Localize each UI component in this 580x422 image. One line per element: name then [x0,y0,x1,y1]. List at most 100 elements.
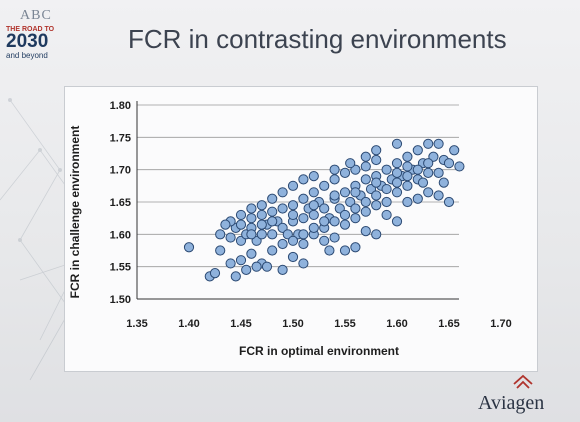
data-point [215,245,226,256]
data-point [350,242,361,253]
data-point [235,255,247,266]
y-axis-title: FCR in challenge environment [68,126,82,299]
data-point [308,200,319,211]
conference-logo: ABC THE ROAD TO 2030 and beyond [6,8,86,80]
data-point [235,209,247,221]
data-point [423,158,434,169]
y-tick-label: 1.65 [110,197,131,209]
data-point [246,229,257,240]
data-point [371,190,382,201]
data-point [433,167,444,179]
data-point [287,251,299,263]
data-point [339,219,351,230]
data-point [267,193,278,204]
data-point [423,187,434,198]
data-point [267,229,278,240]
brand-chevron-icon [513,374,533,389]
data-point [412,193,423,204]
data-point [277,187,288,198]
x-tick-label: 1.65 [438,318,459,330]
data-point [183,242,195,253]
x-tick-label: 1.60 [386,318,407,330]
data-point [443,158,455,169]
data-point [391,158,403,169]
data-point [277,264,288,275]
data-point [391,167,403,179]
data-point [339,209,351,221]
data-point [443,196,455,208]
data-point [371,145,382,156]
data-point [360,196,371,208]
y-tick-label: 1.75 [110,132,131,144]
data-point [246,203,257,214]
data-point [449,145,460,156]
data-point [287,200,299,211]
data-point [412,164,423,175]
data-point [350,213,361,224]
data-point [319,180,330,191]
data-point [371,177,382,188]
data-point [267,245,278,256]
data-point [360,151,371,162]
data-point [298,238,309,250]
y-tick-label: 1.50 [110,294,131,306]
data-point [329,232,340,243]
data-point [360,161,371,172]
data-point [454,161,465,172]
x-tick-label: 1.50 [282,318,303,330]
x-tick-label: 1.35 [126,318,147,330]
data-point [220,219,231,230]
data-point [277,238,288,250]
data-point [287,235,299,246]
data-point [230,271,241,282]
data-point [319,216,330,227]
data-point [267,206,278,217]
data-point [371,154,382,166]
data-point [298,193,309,204]
x-tick-label: 1.40 [178,318,199,330]
data-point [381,196,392,208]
data-point [246,213,257,224]
data-point [251,261,262,272]
data-point [391,138,403,149]
logo-beyond-text: and beyond [6,51,48,60]
data-point [391,216,403,227]
data-point [360,226,371,237]
data-point [235,219,247,230]
data-point [381,183,392,195]
data-point [339,187,351,198]
data-point [350,187,361,198]
y-tick-label: 1.60 [110,229,131,241]
data-point [402,151,413,162]
data-point [391,177,403,188]
data-point [381,164,392,175]
data-point [267,216,278,227]
data-point [287,209,299,221]
data-point [256,200,267,211]
data-point [371,229,382,240]
logo-year-text: 2030 [6,31,49,52]
data-point [241,264,252,275]
data-point [360,174,371,185]
chart-panel: 1.50 1.55 1.60 1.65 1.70 1.75 1.80 1.35 1.40 1.45… [64,86,538,372]
data-point [225,232,236,243]
y-tick-label: 1.55 [110,262,131,274]
data-point [319,203,330,214]
data-point [256,219,267,230]
data-point [402,171,413,182]
data-point [350,203,361,214]
data-point [261,261,273,272]
data-point [417,177,429,188]
data-point [360,206,371,217]
data-point [345,158,356,169]
data-point [298,174,309,185]
data-point [324,245,335,256]
data-point [329,216,340,227]
x-tick-label: 1.70 [490,318,511,330]
data-point [225,258,236,269]
data-point [339,245,351,256]
data-point [402,180,413,191]
data-point [308,209,319,221]
data-point [308,171,319,182]
